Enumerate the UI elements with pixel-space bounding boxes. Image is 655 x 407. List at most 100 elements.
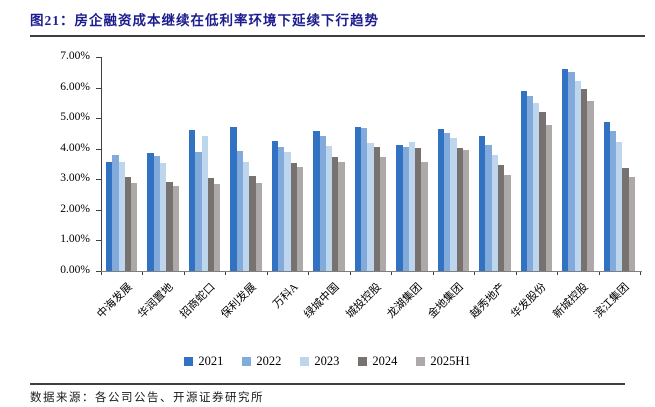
x-axis-tick-mark: [266, 272, 268, 275]
x-axis-tick-mark: [225, 272, 227, 275]
y-axis-tick-label: 7.00%: [60, 50, 90, 62]
bar-城投控股-2024: [373, 147, 380, 271]
legend-item-2022: 2022: [242, 354, 281, 369]
bar-华发股份-2023: [533, 103, 540, 271]
bar-城投控股-2022: [361, 128, 368, 271]
bar-滨江集团-2022: [609, 130, 617, 271]
figure-title: 图21：房企融资成本继续在低利率环境下延续下行趋势: [30, 13, 379, 28]
x-axis-tick-mark: [557, 272, 559, 275]
bar-龙湖集团-2025H1: [421, 161, 428, 271]
bar-华润置地-2025H1: [172, 185, 179, 271]
bar-龙湖集团-2024: [415, 148, 422, 271]
x-axis-tick-mark: [142, 272, 144, 275]
bar-中海发展-2023: [118, 162, 125, 271]
y-axis-tick-mark: [96, 209, 101, 211]
bar-华润置地-2022: [153, 156, 161, 271]
legend-item-2024: 2024: [358, 354, 397, 369]
bar-万科A-2021: [271, 141, 279, 271]
x-axis-line: [101, 271, 642, 272]
chart-legend: 2021 2022 2023 2024 2025H1: [0, 354, 655, 369]
legend-swatch-icon: [242, 357, 252, 366]
bar-招商蛇口-2023: [201, 136, 208, 271]
bar-城投控股-2025H1: [379, 157, 387, 271]
bar-招商蛇口-2024: [207, 177, 215, 271]
y-axis-tick-label: 4.00%: [60, 141, 90, 154]
bar-绿城中国-2025H1: [338, 161, 345, 271]
legend-item-2023: 2023: [300, 354, 339, 369]
x-axis-tick-mark: [598, 272, 600, 275]
bar-万科A-2023: [284, 151, 291, 271]
bar-保利发展-2022: [236, 151, 243, 271]
y-axis-tick-mark: [96, 57, 101, 58]
x-axis-tick-mark: [308, 272, 310, 275]
legend-label: 2025H1: [430, 354, 471, 368]
bar-保利发展-2021: [230, 127, 237, 271]
bar-保利发展-2023: [242, 162, 250, 271]
y-axis-tick-label: 0.00%: [60, 264, 90, 276]
bar-华润置地-2024: [166, 182, 173, 271]
bar-万科A-2025H1: [297, 167, 304, 271]
bar-万科A-2024: [290, 163, 298, 271]
bar-滨江集团-2021: [603, 121, 610, 271]
y-axis-tick-label: 2.00%: [60, 202, 90, 215]
y-axis-tick-mark: [96, 87, 101, 89]
bar-越秀地产-2024: [498, 164, 505, 271]
y-axis-tick-label: 3.00%: [60, 172, 90, 185]
source-divider: [30, 383, 625, 385]
y-axis-tick-mark: [96, 118, 101, 120]
x-axis-tick-mark: [349, 272, 351, 275]
bar-新城控股-2021: [562, 69, 569, 271]
bar-龙湖集团-2022: [402, 146, 409, 271]
bar-金地集团-2025H1: [462, 149, 470, 271]
bar-华发股份-2021: [520, 90, 527, 271]
bar-滨江集团-2025H1: [628, 177, 636, 271]
y-axis-tick-mark: [96, 271, 101, 272]
bar-龙湖集团-2023: [408, 142, 416, 271]
bar-招商蛇口-2025H1: [214, 184, 221, 271]
title-divider: [30, 35, 645, 37]
bar-保利发展-2024: [249, 176, 256, 271]
legend-item-2021: 2021: [184, 354, 223, 369]
bar-金地集团-2024: [456, 148, 463, 271]
legend-swatch-icon: [300, 357, 310, 366]
bar-中海发展-2024: [124, 177, 132, 271]
bar-城投控股-2021: [354, 126, 362, 271]
bar-金地集团-2022: [443, 132, 451, 271]
legend-label: 2022: [256, 354, 282, 368]
x-axis-tick-mark: [101, 272, 102, 275]
bar-越秀地产-2025H1: [504, 175, 511, 271]
bar-新城控股-2023: [574, 80, 581, 271]
bar-滨江集团-2024: [622, 167, 629, 271]
bar-中海发展-2021: [105, 162, 113, 271]
bar-华润置地-2021: [147, 153, 154, 271]
bar-绿城中国-2022: [319, 136, 326, 271]
bar-城投控股-2023: [367, 143, 374, 271]
data-source-note: 数据来源：各公司公告、开源证券研究所: [30, 392, 264, 404]
legend-label: 2023: [314, 354, 340, 368]
bar-华发股份-2022: [526, 95, 534, 271]
bar-绿城中国-2024: [332, 156, 339, 271]
y-axis-tick-mark: [96, 179, 101, 181]
bar-金地集团-2021: [437, 128, 444, 271]
bar-越秀地产-2022: [485, 144, 492, 271]
bar-绿城中国-2021: [313, 130, 320, 271]
y-axis-tick-mark: [96, 240, 101, 242]
bar-越秀地产-2023: [491, 155, 499, 271]
bar-新城控股-2024: [580, 89, 588, 271]
x-axis-tick-mark: [183, 272, 185, 275]
legend-label: 2021: [198, 354, 224, 368]
y-axis-tick-label: 1.00%: [60, 233, 90, 246]
bar-中海发展-2022: [112, 155, 119, 271]
legend-item-2025H1: 2025H1: [416, 354, 471, 369]
bar-龙湖集团-2021: [396, 144, 403, 271]
bar-华发股份-2024: [539, 112, 546, 271]
y-axis-tick-mark: [96, 148, 101, 150]
bar-绿城中国-2023: [325, 145, 333, 271]
bar-新城控股-2025H1: [587, 100, 594, 271]
legend-swatch-icon: [416, 357, 426, 366]
bar-滨江集团-2023: [616, 142, 623, 271]
bar-保利发展-2025H1: [255, 182, 262, 271]
x-axis-tick-mark: [515, 272, 517, 275]
